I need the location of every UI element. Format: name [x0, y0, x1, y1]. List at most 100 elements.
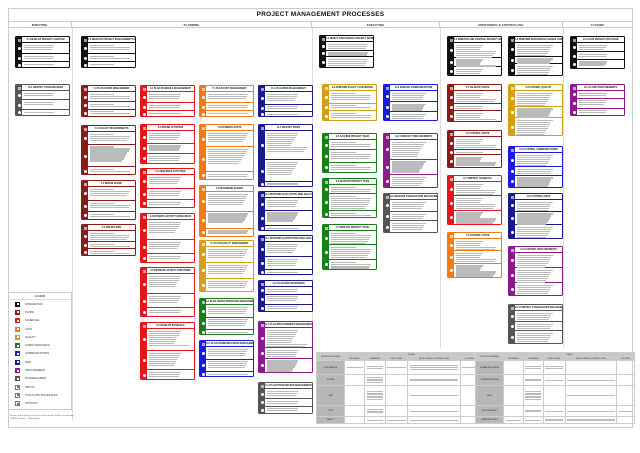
table-row: RISK	[475, 385, 635, 406]
table-cell	[343, 360, 366, 375]
process-outputs	[515, 283, 562, 295]
process-11-6[interactable]: 11.6 CONTROL RISKS	[508, 193, 563, 239]
process-11-2[interactable]: 11.2 IDENTIFY RISKS	[258, 124, 313, 187]
inputs-icon	[572, 46, 576, 50]
process-10-3[interactable]: 10.3 CONTROL COMMUNICATIONS	[508, 146, 563, 188]
process-4-6[interactable]: 4.6 CLOSE PROJECT OR PHASE	[570, 36, 625, 69]
tools-and-techniques-icon	[510, 273, 514, 277]
process-9-4[interactable]: 9.4 MANAGE PROJECT TEAM	[322, 224, 377, 270]
tools-and-techniques-icon	[321, 52, 325, 56]
process-tools-and-techniques	[515, 57, 562, 65]
process-9-2[interactable]: 9.2 ACQUIRE PROJECT TEAM	[322, 133, 377, 173]
tools-and-techniques-icon	[201, 364, 205, 368]
tools-and-techniques-icon	[142, 299, 146, 303]
tools-and-techniques-icon	[201, 158, 205, 162]
process-10-1[interactable]: 10.1 PLAN COMMUNICATIONS MANAGEMENT	[199, 340, 254, 377]
process-12-1[interactable]: 12.1 PLAN PROCUREMENT MANAGEMENT	[258, 321, 313, 373]
process-6-1[interactable]: 6.1 PLAN SCHEDULE MANAGEMENT	[140, 85, 195, 117]
tools-and-techniques-icon	[260, 106, 264, 110]
process-6-2[interactable]: 6.2 DEFINE ACTIVITIES	[140, 124, 195, 164]
process-11-1[interactable]: 11.1 PLAN RISK MANAGEMENT	[258, 85, 313, 117]
process-tools-and-techniques	[329, 150, 376, 163]
legend: LEGEND INTEGRATION SCOPE SCHEDULE COST QUALI…	[8, 292, 72, 410]
process-8-3[interactable]: 8.3 CONTROL QUALITY	[508, 84, 563, 136]
diagram-title: PROJECT MANAGEMENT PROCESSES	[8, 8, 633, 22]
tools-and-techniques-icon	[142, 192, 146, 196]
process-4-2[interactable]: 4.2 DEVELOP PROJECT MANAGEMENT PLAN	[81, 36, 136, 68]
process-11-3[interactable]: 11.3 PERFORM QUALITATIVE RISK ANALYSIS	[258, 191, 313, 231]
process-7-1[interactable]: 7.1 PLAN COST MANAGEMENT	[199, 85, 254, 117]
table-cell	[542, 405, 566, 417]
process-12-4[interactable]: 12.4 CLOSE PROCUREMENTS	[570, 84, 625, 116]
process-outputs	[88, 62, 135, 67]
outputs-icon	[83, 111, 87, 115]
process-12-3[interactable]: 12.3 CONTROL PROCUREMENTS	[508, 246, 563, 296]
process-4-1[interactable]: 4.1 DEVELOP PROJECT CHARTER	[15, 36, 70, 68]
tools-and-techniques-icon	[201, 218, 205, 222]
legend-item-quality: QUALITY	[9, 333, 71, 341]
process-title: 12.4 CLOSE PROCUREMENTS	[577, 85, 624, 91]
process-outputs	[265, 407, 312, 414]
table-cell	[522, 360, 544, 375]
table-cell	[407, 385, 461, 406]
process-inputs	[88, 231, 135, 243]
table-cell	[384, 374, 409, 386]
legend-swatch-icon	[15, 326, 20, 332]
inputs-icon	[510, 204, 514, 208]
process-outputs	[329, 163, 376, 172]
process-6-7[interactable]: 6.7 CONTROL SCHEDULE	[447, 175, 502, 225]
process-6-5[interactable]: 6.5 ESTIMATE ACTIVITY DURATIONS	[140, 267, 195, 317]
process-4-4[interactable]: 4.4 MONITOR AND CONTROL PROJECT WORK	[447, 36, 502, 76]
process-5-1[interactable]: 5.1 PLAN SCOPE MANAGEMENT	[81, 85, 136, 117]
process-6-6[interactable]: 6.6 DEVELOP SCHEDULE	[140, 322, 195, 380]
process-5-5[interactable]: 5.5 VALIDATE SCOPE	[447, 84, 502, 122]
process-4-3[interactable]: 4.3 DIRECT AND MANAGE PROJECT WORK	[319, 35, 374, 68]
process-tools-and-techniques	[206, 263, 253, 279]
process-6-3[interactable]: 6.3 SEQUENCE ACTIVITIES	[140, 168, 195, 208]
process-7-2[interactable]: 7.2 ESTIMATE COSTS	[199, 124, 254, 180]
process-5-4[interactable]: 5.4 CREATE WBS	[81, 224, 136, 256]
process-5-6[interactable]: 5.6 CONTROL SCOPE	[447, 130, 502, 168]
inputs-icon	[385, 204, 389, 208]
table-row: STAKEHOLDERS	[475, 416, 635, 424]
process-inputs	[515, 253, 562, 268]
outputs-icon	[510, 230, 514, 234]
process-9-1[interactable]: 9.1 PLAN HUMAN RESOURCE MANAGEMENT	[199, 298, 254, 335]
table-row: COST	[316, 405, 480, 417]
process-tools-and-techniques	[147, 144, 194, 154]
process-tools-and-techniques	[454, 150, 501, 155]
process-10-2[interactable]: 10.2 MANAGE COMMUNICATIONS	[383, 84, 438, 121]
outputs-icon	[449, 69, 453, 73]
phase-header-initiating: INITIATING	[8, 22, 72, 28]
process-13-1[interactable]: 13.1 IDENTIFY STAKEHOLDERS	[15, 84, 70, 116]
process-inputs	[329, 91, 376, 104]
process-13-3[interactable]: 13.3 MANAGE STAKEHOLDER ENGAGEMENT	[383, 193, 438, 233]
process-11-5[interactable]: 11.5 PLAN RISK RESPONSES	[258, 280, 313, 312]
process-4-5[interactable]: 4.5 PERFORM INTEGRATED CHANGE CONTROL	[508, 36, 563, 76]
process-number-icon	[83, 127, 87, 131]
legend-item-integration: INTEGRATION	[9, 300, 71, 308]
process-inputs	[515, 153, 562, 168]
outputs-icon	[260, 113, 264, 116]
tools-and-techniques-icon	[510, 170, 514, 174]
process-12-2[interactable]: 12.2 CONDUCT PROCUREMENTS	[383, 133, 438, 188]
process-6-4[interactable]: 6.4 ESTIMATE ACTIVITY RESOURCES	[140, 213, 195, 263]
process-7-4[interactable]: 7.4 CONTROL COSTS	[447, 232, 502, 278]
process-11-4[interactable]: 11.4 PERFORM QUANTITATIVE RISK ANALYSIS	[258, 235, 313, 275]
process-outputs	[515, 225, 562, 238]
outputs-icon	[260, 270, 264, 274]
process-13-4[interactable]: 13.4 CONTROL STAKEHOLDER ENGAGEMENT	[508, 304, 563, 344]
process-8-1[interactable]: 8.1 PLAN QUALITY MANAGEMENT	[199, 240, 254, 292]
knowledge-area-bar	[200, 341, 206, 376]
legend-label: HUMAN RESOURCE	[25, 344, 50, 348]
process-13-2[interactable]: 13.2 PLAN STAKEHOLDER MANAGEMENT	[258, 382, 313, 414]
process-5-2[interactable]: 5.2 COLLECT REQUIREMENTS	[81, 125, 136, 175]
process-5-3[interactable]: 5.3 DEFINE SCOPE	[81, 180, 136, 220]
process-outputs	[22, 62, 69, 67]
inputs-icon	[83, 192, 87, 196]
process-9-3[interactable]: 9.3 DEVELOP PROJECT TEAM	[322, 178, 377, 218]
process-number-icon	[142, 324, 146, 328]
table-row-header: INTEGRATION	[316, 360, 345, 375]
process-8-2[interactable]: 8.2 PERFORM QUALITY ASSURANCE	[322, 84, 377, 121]
process-7-3[interactable]: 7.3 DETERMINE BUDGET	[199, 185, 254, 237]
